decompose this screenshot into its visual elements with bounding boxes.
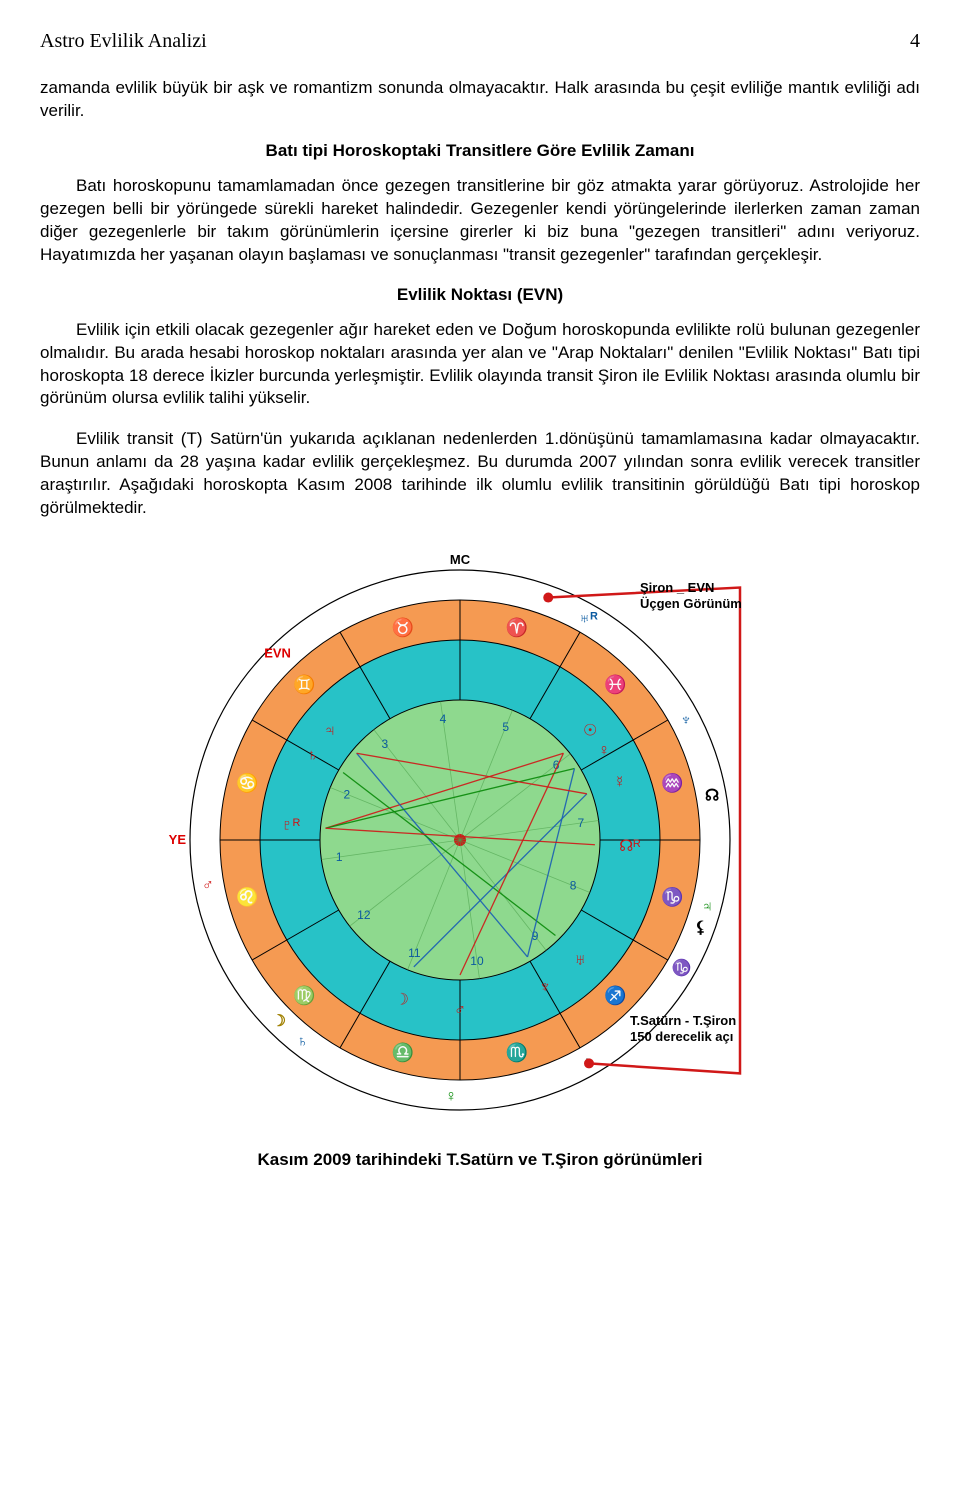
svg-text:♌: ♌ (236, 886, 258, 907)
svg-text:☿: ☿ (614, 774, 626, 791)
svg-text:♏: ♏ (506, 1042, 528, 1063)
paragraph-3: Evlilik için etkili olacak gezegenler ağ… (40, 319, 920, 411)
svg-text:12: 12 (357, 908, 371, 922)
svg-text:♅ᴿ: ♅ᴿ (578, 610, 598, 627)
svg-text:EVN: EVN (264, 646, 291, 661)
svg-text:♄: ♄ (296, 1034, 308, 1051)
svg-text:Şiron _ EVN: Şiron _ EVN (640, 580, 714, 595)
svg-text:♐: ♐ (604, 985, 626, 1006)
svg-text:7: 7 (577, 816, 584, 830)
svg-text:♀: ♀ (598, 742, 610, 759)
svg-text:♃: ♃ (701, 898, 713, 915)
svg-text:♇ᴿ: ♇ᴿ (281, 817, 300, 834)
svg-text:♆: ♆ (680, 712, 692, 729)
svg-text:☊ᴿ: ☊ᴿ (619, 838, 640, 855)
svg-text:T.Satürn - T.Şiron: T.Satürn - T.Şiron (630, 1013, 736, 1028)
section-title-2: Evlilik Noktası (EVN) (40, 285, 920, 305)
svg-text:1: 1 (336, 850, 343, 864)
svg-text:8: 8 (570, 879, 577, 893)
svg-text:☽: ☽ (272, 1013, 286, 1030)
svg-text:♑: ♑ (661, 886, 683, 907)
svg-text:♎: ♎ (392, 1042, 414, 1063)
page-header: Astro Evlilik Analizi 4 (40, 30, 920, 53)
horoscope-chart: ♈♉♊♋♌♍♎♏♐♑♒♓123456789101112♃♇ᴿ♄☽♂♆♅☿♀☉☊ᴿ… (40, 540, 920, 1140)
section-title-1: Batı tipi Horoskoptaki Transitlere Göre … (40, 141, 920, 161)
svg-text:4: 4 (440, 712, 447, 726)
svg-text:5: 5 (502, 720, 509, 734)
page-number: 4 (910, 30, 920, 53)
svg-text:Üçgen Görünüm: Üçgen Görünüm (640, 596, 742, 611)
svg-text:♀: ♀ (445, 1088, 457, 1105)
svg-text:♋: ♋ (236, 772, 258, 793)
svg-text:☊: ☊ (705, 788, 719, 805)
header-title: Astro Evlilik Analizi (40, 30, 207, 53)
svg-text:YE: YE (169, 832, 187, 847)
svg-text:⚸: ⚸ (695, 920, 707, 937)
chart-caption: Kasım 2009 tarihindeki T.Satürn ve T.Şir… (40, 1150, 920, 1170)
svg-text:☽: ☽ (395, 992, 409, 1009)
svg-text:♉: ♉ (392, 617, 414, 638)
svg-text:10: 10 (470, 954, 484, 968)
paragraph-1: zamanda evlilik büyük bir aşk ve romanti… (40, 77, 920, 123)
svg-text:♂: ♂ (202, 877, 214, 894)
svg-text:♈: ♈ (506, 617, 528, 638)
svg-text:☉: ☉ (583, 723, 597, 740)
paragraph-2: Batı horoskopunu tamamlamadan önce gezeg… (40, 175, 920, 267)
svg-text:♆: ♆ (539, 979, 551, 996)
svg-text:11: 11 (408, 946, 421, 960)
svg-text:♒: ♒ (661, 772, 683, 793)
svg-text:3: 3 (382, 737, 389, 751)
svg-text:♍: ♍ (293, 985, 315, 1006)
svg-text:150 derecelik açı: 150 derecelik açı (630, 1029, 733, 1044)
svg-text:♓: ♓ (604, 674, 626, 695)
svg-text:♊: ♊ (293, 674, 315, 695)
svg-text:♅: ♅ (574, 952, 586, 969)
svg-text:♑: ♑ (672, 958, 692, 977)
svg-text:MC: MC (450, 552, 471, 567)
svg-text:♄: ♄ (307, 747, 319, 764)
paragraph-4: Evlilik transit (T) Satürn'ün yukarıda a… (40, 428, 920, 520)
svg-text:2: 2 (344, 787, 351, 801)
svg-text:♃: ♃ (324, 723, 336, 740)
svg-text:♂: ♂ (454, 1002, 466, 1019)
